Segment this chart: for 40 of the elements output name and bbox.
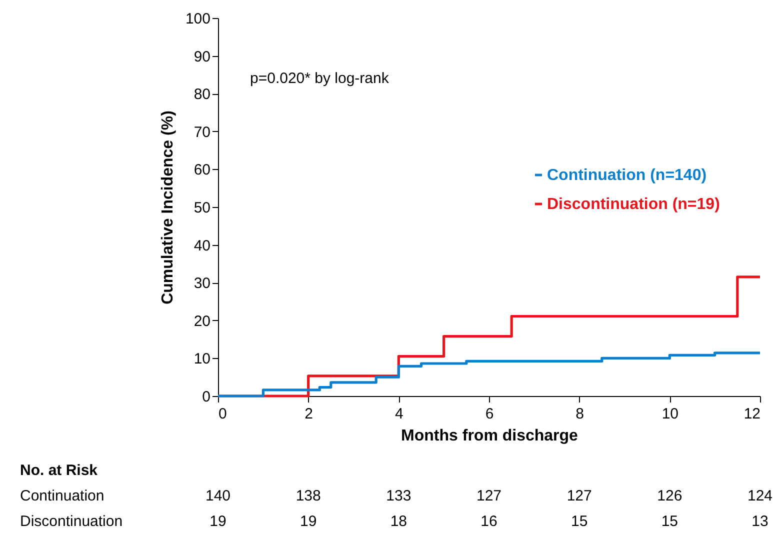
- text: Continuation: [20, 488, 104, 504]
- text: 124: [747, 488, 773, 504]
- y-tick-label: 40: [194, 237, 210, 254]
- y-tick-label: 10: [194, 350, 210, 368]
- legend-label: Continuation (n=140): [547, 167, 707, 184]
- legend-label: Discontinuation (n=19): [547, 196, 720, 213]
- text: 13: [752, 513, 768, 530]
- y-tick-label: 80: [194, 86, 210, 104]
- y-axis-title: Cumulative Incidence (%): [159, 110, 176, 304]
- text: Discontinuation: [20, 513, 123, 530]
- text: 127: [566, 488, 592, 504]
- annotation: p=0.020* by log-rank: [250, 70, 390, 87]
- x-axis-title: Months from discharge: [401, 428, 578, 444]
- text: 15: [661, 513, 678, 530]
- text: 15: [570, 513, 588, 530]
- text: 18: [390, 513, 408, 530]
- text: 16: [480, 513, 498, 530]
- x-tick-label: 12: [744, 406, 760, 422]
- text: 127: [476, 488, 502, 504]
- x-tick-label: 6: [485, 406, 494, 422]
- text: 138: [296, 488, 321, 504]
- y-tick-label: 70: [194, 124, 210, 141]
- x-tick-label: 10: [662, 406, 679, 422]
- x-tick-label: 2: [304, 406, 314, 422]
- y-tick-label: 60: [194, 162, 210, 179]
- text: 140: [205, 488, 231, 504]
- y-tick-label: 20: [194, 312, 210, 330]
- y-tick-label: 30: [194, 275, 210, 292]
- text: 133: [386, 488, 412, 504]
- x-tick-label: 0: [218, 406, 227, 422]
- text: 19: [210, 513, 226, 530]
- y-tick-label: 90: [194, 48, 210, 66]
- text: No. at Risk: [20, 462, 98, 479]
- x-tick-label: 8: [576, 406, 584, 422]
- y-tick-label: 100: [185, 10, 210, 28]
- text: 19: [300, 513, 317, 530]
- y-tick-label: 50: [194, 200, 210, 216]
- text: 126: [657, 488, 682, 504]
- y-tick-label: 0: [202, 388, 210, 406]
- x-tick-label: 4: [394, 406, 404, 422]
